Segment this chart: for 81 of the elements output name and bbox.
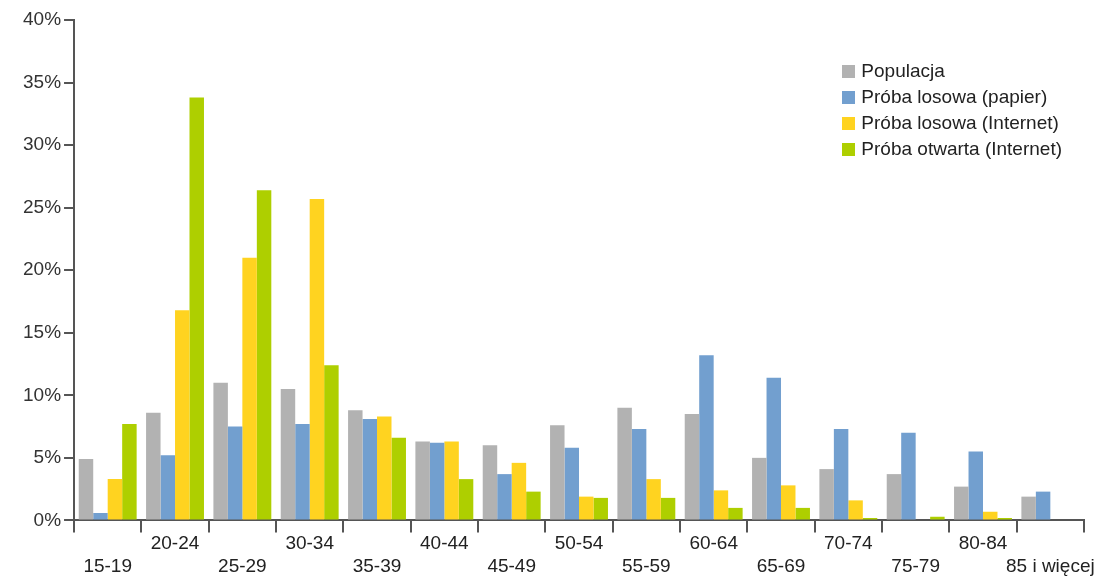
bar [256, 190, 272, 520]
bar [107, 479, 123, 520]
bar [713, 490, 729, 520]
bar [781, 485, 796, 520]
bar [819, 469, 834, 520]
bar [511, 462, 527, 520]
bar [954, 486, 969, 520]
y-tick-label: 5% [33, 446, 62, 468]
bar [901, 432, 916, 520]
bar [458, 479, 474, 520]
bar [78, 459, 94, 520]
bar [752, 457, 767, 520]
x-tick-label: 20-24 [150, 532, 200, 554]
legend-label: Próba losowa (Internet) [861, 112, 1059, 134]
y-tick-label: 10% [23, 383, 62, 405]
bar [93, 512, 108, 520]
bar [766, 377, 782, 520]
bar [160, 455, 176, 520]
bar [795, 507, 810, 520]
bar [848, 500, 863, 520]
x-tick-label: 25-29 [218, 554, 267, 576]
bar [886, 474, 902, 520]
bar [227, 426, 243, 520]
bar [482, 445, 498, 520]
x-tick-label: 35-39 [352, 554, 402, 576]
bar [415, 441, 430, 520]
x-tick-label: 80-84 [958, 532, 1008, 554]
bar [550, 425, 565, 520]
bar [699, 355, 714, 520]
bar [646, 479, 661, 520]
bar [146, 412, 161, 520]
y-tick-label: 30% [23, 133, 62, 155]
legend-label: Próba otwarta (Internet) [861, 138, 1062, 160]
bar [377, 416, 392, 520]
bar [429, 442, 445, 520]
legend-label: Próba losowa (papier) [861, 86, 1048, 108]
bar [242, 257, 257, 520]
y-tick-label: 20% [23, 258, 62, 280]
bar [189, 97, 204, 520]
bar [391, 437, 406, 520]
bar [122, 424, 137, 520]
x-tick-label: 70-74 [824, 532, 874, 554]
bar [497, 474, 512, 520]
bar [362, 419, 378, 520]
x-tick-label: 75-79 [891, 554, 940, 576]
bar [579, 496, 594, 520]
x-tick-label: 85 i więcej [1005, 554, 1095, 576]
bar [280, 389, 296, 520]
bar [444, 441, 459, 520]
bar [593, 497, 608, 520]
y-tick-label: 40% [23, 8, 62, 30]
bar [526, 491, 541, 520]
x-tick-label: 45-49 [487, 554, 536, 576]
y-tick-label: 15% [23, 320, 62, 342]
x-tick-label: 15-19 [83, 554, 132, 576]
y-tick-label: 0% [33, 508, 62, 530]
bar [684, 414, 700, 520]
bar [833, 429, 849, 520]
bar [1035, 491, 1051, 520]
x-tick-label: 30-34 [285, 532, 335, 554]
bar [348, 410, 363, 520]
bar [213, 382, 228, 520]
bar [564, 447, 580, 520]
x-tick-label: 50-54 [554, 532, 604, 554]
bar [309, 198, 325, 520]
legend-label: Populacja [861, 60, 945, 82]
bar [728, 507, 743, 520]
bar [175, 310, 190, 520]
bar [295, 424, 310, 520]
y-tick-label: 35% [23, 70, 62, 92]
x-tick-label: 55-59 [622, 554, 671, 576]
bar [1021, 496, 1036, 520]
x-tick-label: 40-44 [420, 532, 470, 554]
bar [631, 429, 647, 520]
y-tick-label: 25% [23, 195, 62, 217]
bar [968, 451, 983, 520]
bar [617, 407, 632, 520]
x-tick-label: 65-69 [756, 554, 806, 576]
bar [324, 365, 339, 520]
x-tick-label: 60-64 [689, 532, 739, 554]
bar [660, 497, 676, 520]
